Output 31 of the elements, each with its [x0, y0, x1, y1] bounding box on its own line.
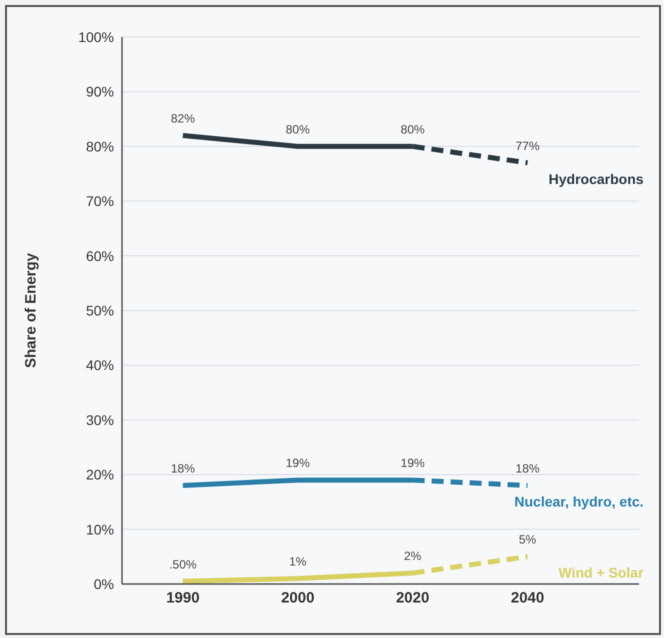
- y-tick-label: 20%: [86, 466, 114, 483]
- data-label: 1%: [289, 554, 307, 569]
- y-axis-title: Share of Energy: [22, 252, 40, 368]
- y-tick-label: 80%: [86, 138, 114, 154]
- data-label: 80%: [286, 122, 310, 136]
- data-label: 18%: [170, 462, 196, 476]
- y-tick-label: 70%: [86, 193, 114, 210]
- y-tick-label: 100%: [78, 28, 114, 45]
- data-label: 19%: [286, 456, 310, 470]
- y-tick-label: 40%: [86, 357, 114, 374]
- series-label: Nuclear, hydro, etc.: [514, 494, 644, 510]
- data-label: 5%: [518, 532, 537, 547]
- y-tick-label: 10%: [86, 521, 114, 538]
- data-label: 18%: [516, 462, 540, 476]
- x-tick-label: 2040: [510, 590, 544, 607]
- data-label: 2%: [404, 549, 422, 564]
- series-label: Hydrocarbons: [548, 170, 644, 187]
- data-label: 77%: [516, 138, 540, 153]
- y-tick-label: 0%: [94, 576, 114, 592]
- x-tick-label: 2000: [281, 590, 314, 607]
- y-tick-label: 60%: [86, 248, 114, 264]
- data-label: 82%: [170, 111, 196, 126]
- data-label: 19%: [400, 456, 425, 470]
- text: Wind + Solar: [558, 564, 644, 581]
- data-label: .50%: [169, 557, 197, 572]
- x-tick-label: 1990: [166, 590, 200, 607]
- data-label: 80%: [400, 122, 425, 136]
- y-tick-label: 50%: [86, 302, 114, 318]
- y-tick-label: 30%: [86, 412, 114, 428]
- y-tick-label: 90%: [86, 84, 114, 100]
- x-tick-label: 2020: [396, 590, 430, 607]
